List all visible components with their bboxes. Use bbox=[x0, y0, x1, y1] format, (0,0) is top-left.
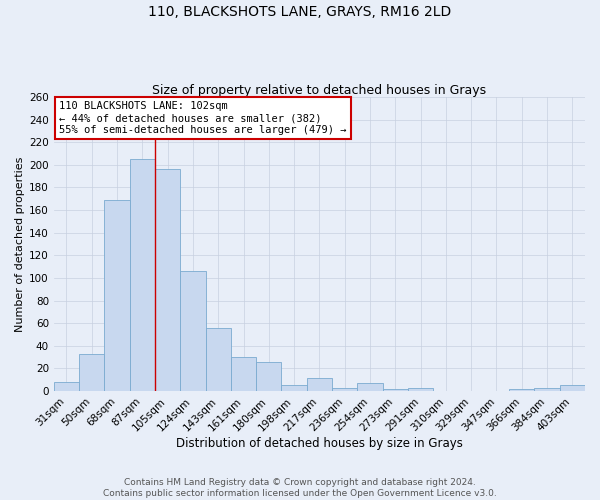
Bar bbox=[560, 386, 585, 391]
Bar bbox=[130, 159, 155, 391]
Bar bbox=[332, 388, 358, 391]
Bar bbox=[256, 362, 281, 391]
Bar bbox=[180, 271, 206, 391]
Bar bbox=[307, 378, 332, 391]
Text: 110, BLACKSHOTS LANE, GRAYS, RM16 2LD: 110, BLACKSHOTS LANE, GRAYS, RM16 2LD bbox=[148, 5, 452, 19]
Bar bbox=[206, 328, 231, 391]
Bar bbox=[155, 170, 180, 391]
Bar bbox=[231, 357, 256, 391]
X-axis label: Distribution of detached houses by size in Grays: Distribution of detached houses by size … bbox=[176, 437, 463, 450]
Bar bbox=[535, 388, 560, 391]
Bar bbox=[281, 386, 307, 391]
Bar bbox=[79, 354, 104, 391]
Bar bbox=[509, 389, 535, 391]
Bar bbox=[383, 389, 408, 391]
Bar bbox=[358, 383, 383, 391]
Bar bbox=[54, 382, 79, 391]
Text: 110 BLACKSHOTS LANE: 102sqm
← 44% of detached houses are smaller (382)
55% of se: 110 BLACKSHOTS LANE: 102sqm ← 44% of det… bbox=[59, 102, 347, 134]
Y-axis label: Number of detached properties: Number of detached properties bbox=[15, 156, 25, 332]
Title: Size of property relative to detached houses in Grays: Size of property relative to detached ho… bbox=[152, 84, 487, 97]
Bar bbox=[104, 200, 130, 391]
Text: Contains HM Land Registry data © Crown copyright and database right 2024.
Contai: Contains HM Land Registry data © Crown c… bbox=[103, 478, 497, 498]
Bar bbox=[408, 388, 433, 391]
